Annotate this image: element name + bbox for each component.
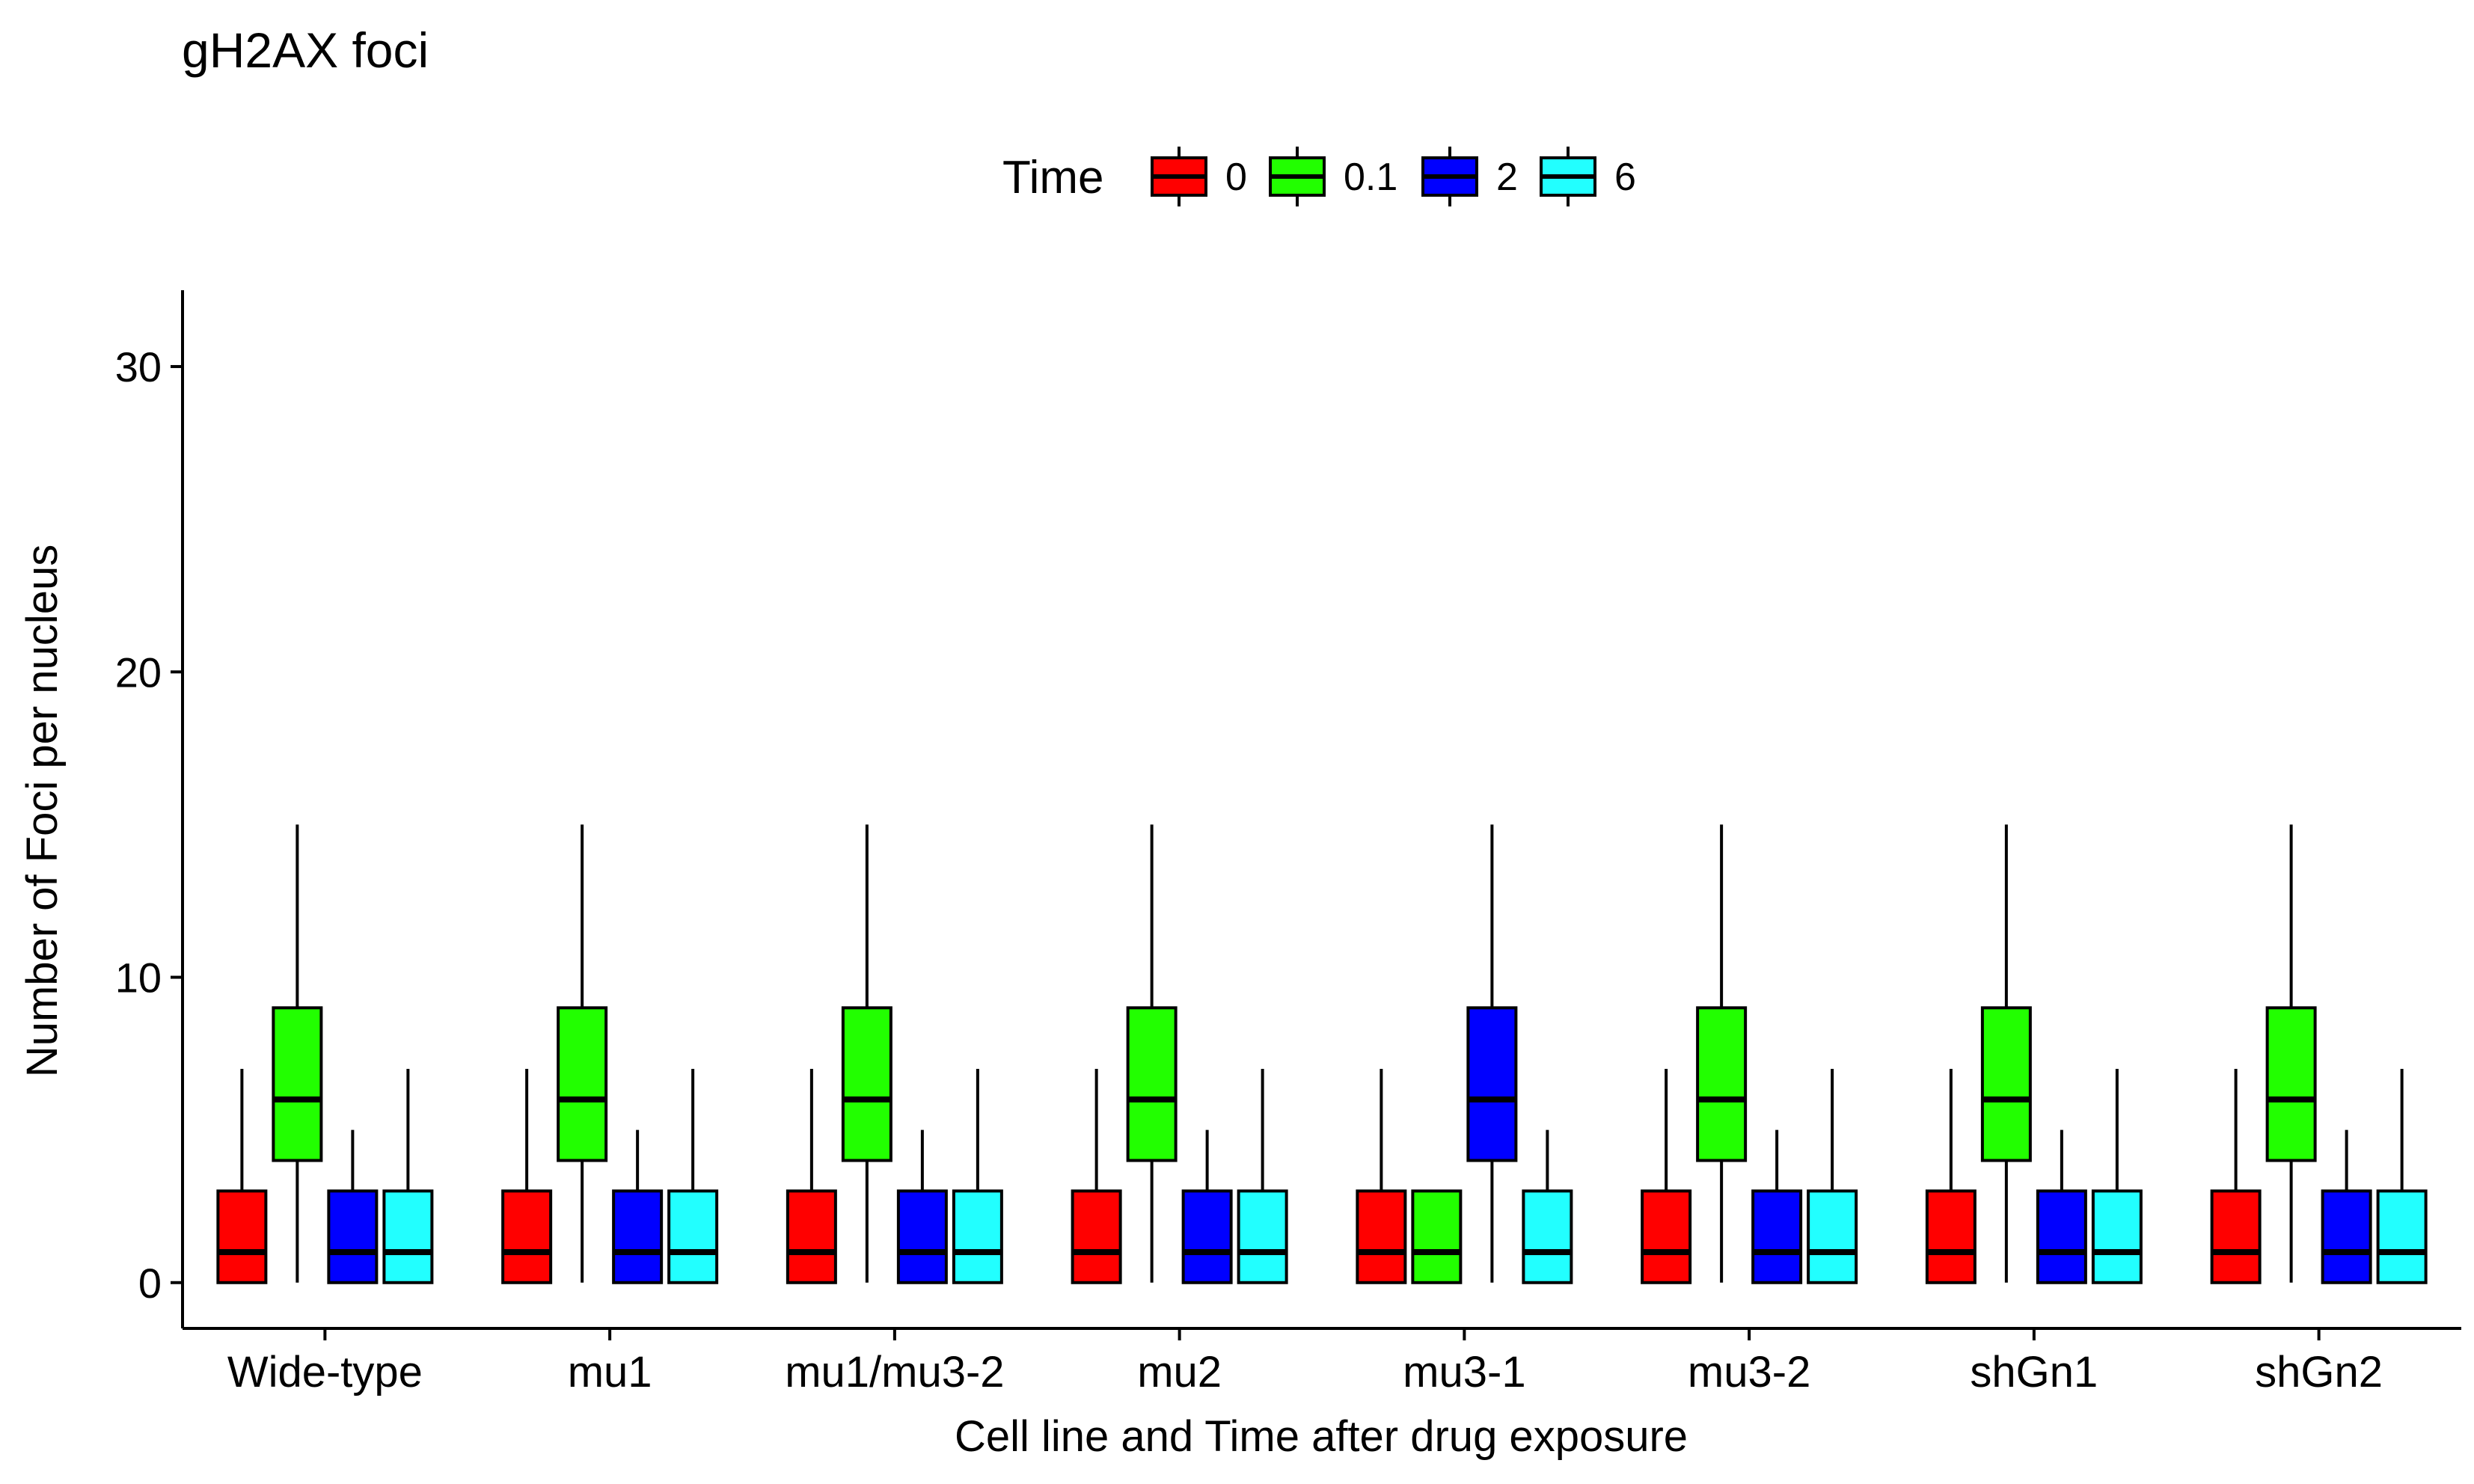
legend-title: Time: [1002, 152, 1103, 203]
box-mu2-0: [1071, 1069, 1122, 1284]
box-body: [2091, 1189, 2143, 1284]
legend-label: 0.1: [1344, 156, 1397, 199]
y-tick-label: 30: [115, 343, 162, 390]
box-mu1/mu3-2-2: [896, 1129, 948, 1284]
legend-label: 2: [1496, 156, 1518, 199]
box-shGn1-6: [2091, 1069, 2143, 1284]
box-mu1-6: [667, 1069, 719, 1284]
legend-key-0.1: [1269, 147, 1326, 206]
box-body: [952, 1189, 1003, 1284]
box-mu3-1-0.1: [1411, 1189, 1463, 1284]
x-axis-label: Cell line and Time after drug exposure: [955, 1412, 1688, 1461]
box-body: [501, 1189, 553, 1284]
box-body: [1126, 1006, 1178, 1162]
box-mu3-2-6: [1807, 1069, 1858, 1284]
box-body: [1807, 1189, 1858, 1284]
y-axis-label: Number of Foci per nucleus: [18, 545, 67, 1077]
box-body: [1466, 1006, 1518, 1162]
box-body: [667, 1189, 719, 1284]
box-body: [2376, 1189, 2428, 1284]
box-body: [1696, 1006, 1748, 1162]
box-body: [1181, 1189, 1233, 1284]
x-tick-label: shGn2: [2255, 1348, 2383, 1396]
x-tick-label: Wide-type: [227, 1348, 423, 1396]
box-body: [557, 1006, 608, 1162]
box-body: [1411, 1189, 1463, 1284]
box-body: [1356, 1189, 1407, 1284]
box-body: [327, 1189, 379, 1284]
box-shGn1-0: [1925, 1069, 1977, 1284]
box-mu3-1-2: [1466, 824, 1518, 1283]
y-tick-label: 10: [115, 954, 162, 1002]
box-shGn1-2: [2036, 1129, 2087, 1284]
box-body: [841, 1006, 892, 1162]
box-body: [1925, 1189, 1977, 1284]
box-body: [382, 1189, 434, 1284]
x-tick-label: shGn1: [1970, 1348, 2098, 1396]
box-body: [896, 1189, 948, 1284]
box-mu2-0.1: [1126, 824, 1178, 1283]
box-body: [786, 1189, 837, 1284]
x-tick-label: mu3-1: [1403, 1348, 1525, 1396]
box-mu3-2-0: [1641, 1069, 1692, 1284]
box-body: [2265, 1006, 2317, 1162]
x-tick-label: mu1/mu3-2: [785, 1348, 1004, 1396]
box-mu3-2-0.1: [1696, 824, 1748, 1283]
box-shGn2-2: [2321, 1129, 2372, 1284]
box-body: [1641, 1189, 1692, 1284]
box-body: [216, 1189, 268, 1284]
x-tick-label: mu1: [568, 1348, 652, 1396]
legend-key-0: [1151, 147, 1207, 206]
plot-area: [216, 824, 2428, 1284]
box-mu1/mu3-2-0: [786, 1069, 837, 1284]
box-shGn1-0.1: [1980, 824, 2032, 1283]
box-shGn2-6: [2376, 1069, 2428, 1284]
box-Wide-type-6: [382, 1069, 434, 1284]
box-body: [1522, 1189, 1573, 1284]
legend-label: 0: [1225, 156, 1247, 199]
legend: Time 0 0.1 2 6: [1002, 147, 1636, 206]
box-body: [1071, 1189, 1122, 1284]
box-mu1-0: [501, 1069, 553, 1284]
box-mu3-2-2: [1751, 1129, 1803, 1284]
box-body: [1980, 1006, 2032, 1162]
box-body: [1237, 1189, 1288, 1284]
box-body: [612, 1189, 664, 1284]
y-tick-label: 20: [115, 649, 162, 696]
box-mu3-1-6: [1522, 1129, 1573, 1284]
box-body: [1751, 1189, 1803, 1284]
box-body: [2036, 1189, 2087, 1284]
box-body: [2210, 1189, 2262, 1284]
axes: 0 10 20 30 Wide-type mu1 mu1/mu3-2 mu2 mu3-1 mu3-…: [115, 290, 2461, 1396]
legend-key-2: [1421, 147, 1478, 206]
box-mu1/mu3-2-0.1: [841, 824, 892, 1283]
x-tick-label: mu3-2: [1688, 1348, 1810, 1396]
box-mu1/mu3-2-6: [952, 1069, 1003, 1284]
legend-label: 6: [1614, 156, 1636, 199]
box-mu2-6: [1237, 1069, 1288, 1284]
box-mu3-1-0: [1356, 1069, 1407, 1284]
box-mu1-0.1: [557, 824, 608, 1283]
box-Wide-type-0: [216, 1069, 268, 1284]
box-mu2-2: [1181, 1129, 1233, 1284]
box-Wide-type-0.1: [272, 824, 323, 1283]
x-tick-label: mu2: [1137, 1348, 1222, 1396]
y-tick-label: 0: [138, 1260, 162, 1307]
box-body: [2321, 1189, 2372, 1284]
box-body: [272, 1006, 323, 1162]
box-shGn2-0.1: [2265, 824, 2317, 1283]
legend-key-6: [1540, 147, 1596, 206]
box-shGn2-0: [2210, 1069, 2262, 1284]
chart-title: gH2AX foci: [182, 22, 429, 78]
box-mu1-2: [612, 1129, 664, 1284]
box-Wide-type-2: [327, 1129, 379, 1284]
